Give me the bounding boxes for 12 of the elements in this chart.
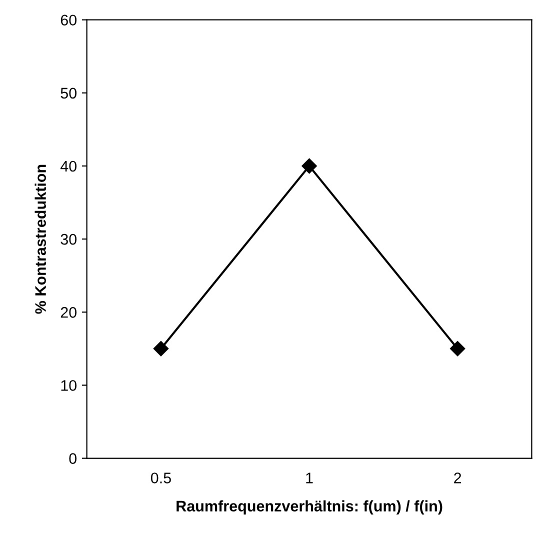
- y-tick-label: 20: [60, 307, 77, 318]
- y-axis-title: % Kontrastreduktion: [34, 164, 46, 314]
- y-tick-label: 30: [60, 234, 77, 245]
- y-tick-label: 0: [69, 453, 77, 464]
- x-tick-label: 2: [454, 472, 462, 484]
- y-tick-label: 60: [60, 14, 77, 26]
- y-tick-label: 10: [61, 380, 77, 391]
- y-tick-label: 40: [60, 160, 77, 172]
- x-tick-label: 1: [306, 472, 313, 484]
- x-tick-label: 0.5: [150, 472, 171, 484]
- x-axis-title: Raumfrequenzverhältnis: f(um) / f(in): [176, 500, 442, 515]
- y-tick-label: 50: [60, 88, 77, 99]
